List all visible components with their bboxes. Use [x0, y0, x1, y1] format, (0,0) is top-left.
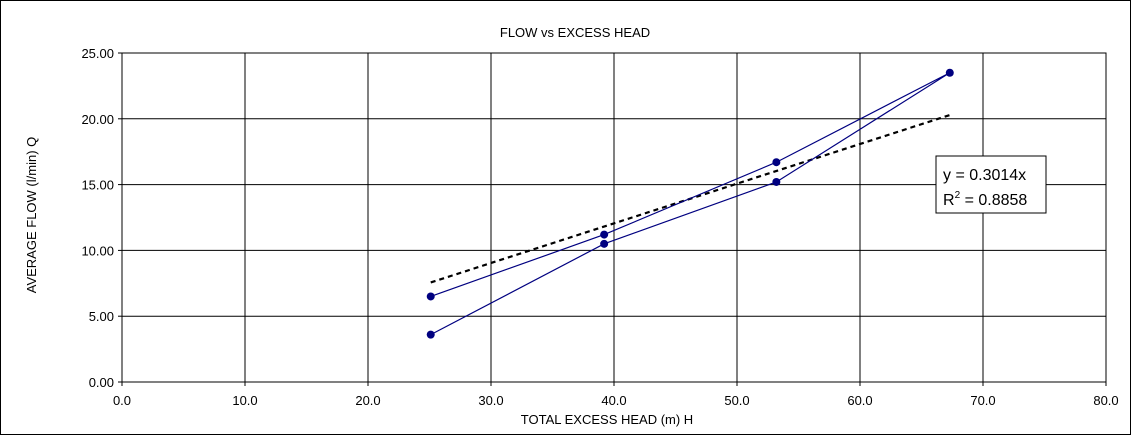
r-squared-superscript: 2 — [955, 190, 961, 201]
x-tick-label: 10.0 — [232, 393, 257, 408]
data-point — [600, 230, 609, 239]
x-axis-tick-labels: 0.0 10.0 20.0 30.0 40.0 50.0 60.0 70.0 80.0 — [113, 393, 1119, 408]
y-tick-label: 0.00 — [89, 375, 114, 390]
y-tick-label: 15.00 — [81, 178, 114, 193]
x-tick-label: 0.0 — [113, 393, 131, 408]
data-point — [426, 330, 435, 339]
data-point — [945, 68, 954, 77]
y-tick-label: 25.00 — [81, 46, 114, 61]
r-squared-prefix: R — [943, 192, 955, 209]
x-tick-label: 50.0 — [724, 393, 749, 408]
data-point — [600, 239, 609, 248]
trendline-equation: y = 0.3014x — [943, 167, 1026, 184]
x-tick-label: 20.0 — [355, 393, 380, 408]
data-point — [772, 158, 781, 167]
y-axis-title: AVERAGE FLOW (l/min) Q — [24, 137, 39, 294]
trendline-r-squared: R2 = 0.8858 — [943, 190, 1027, 209]
series-layer — [426, 68, 954, 339]
data-point — [426, 292, 435, 301]
y-tick-label: 10.00 — [81, 243, 114, 258]
x-tick-label: 40.0 — [601, 393, 626, 408]
x-tick-label: 30.0 — [478, 393, 503, 408]
x-tick-label: 70.0 — [970, 393, 995, 408]
y-tick-label: 20.00 — [81, 112, 114, 127]
y-tick-label: 5.00 — [89, 309, 114, 324]
x-tick-label: 80.0 — [1093, 393, 1118, 408]
x-axis-title: TOTAL EXCESS HEAD (m) H — [521, 412, 693, 427]
y-axis-tick-labels: 0.00 5.00 10.00 15.00 20.00 25.00 — [81, 46, 114, 390]
r-squared-value: = 0.8858 — [960, 192, 1027, 209]
x-tick-label: 60.0 — [847, 393, 872, 408]
trendline-equation-box: y = 0.3014x R2 = 0.8858 — [935, 155, 1047, 214]
equation-box-frame — [935, 155, 1047, 214]
data-point — [772, 177, 781, 186]
chart-title: FLOW vs EXCESS HEAD — [500, 25, 650, 40]
